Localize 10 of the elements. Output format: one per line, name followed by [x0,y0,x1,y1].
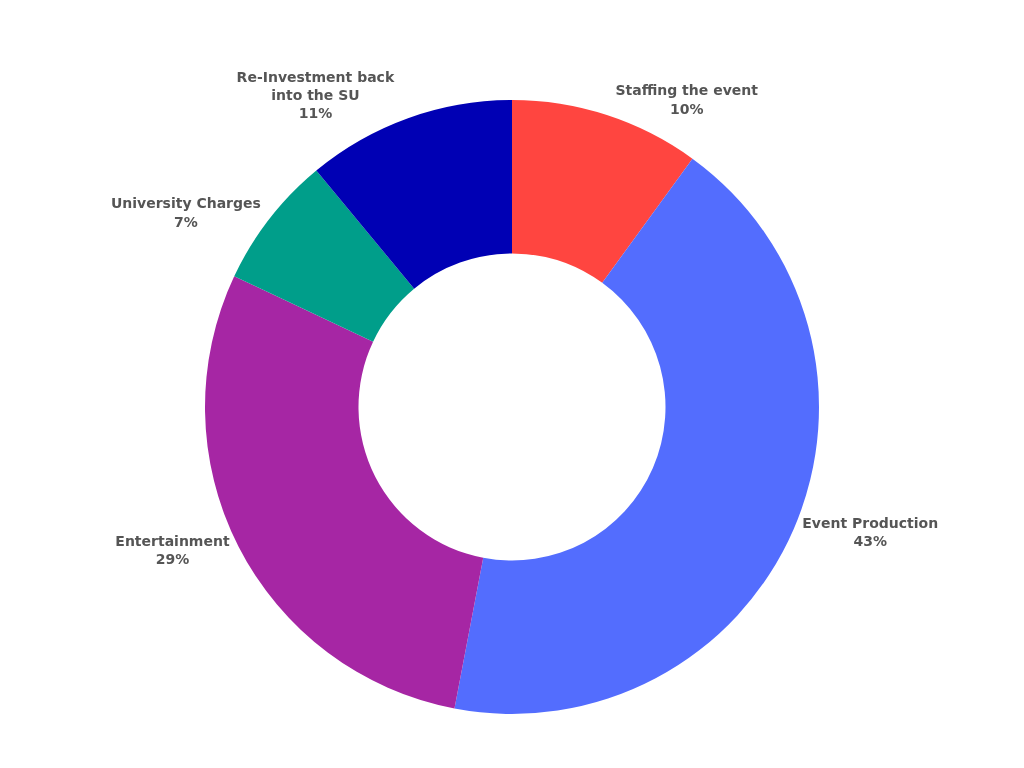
data-label: 7% [174,213,198,230]
data-label: 29% [155,551,190,567]
slice-label: Event Production [802,514,939,531]
data-label: 11% [298,105,333,122]
slice-label: Entertainment [115,532,230,549]
slice-label: Re-Investment back into the SU [236,68,395,103]
slice-label: Staffing the event [615,82,759,99]
data-label: 10% [669,100,704,117]
slice-label: University Charges [110,195,261,212]
data-label: 43% [853,532,887,549]
